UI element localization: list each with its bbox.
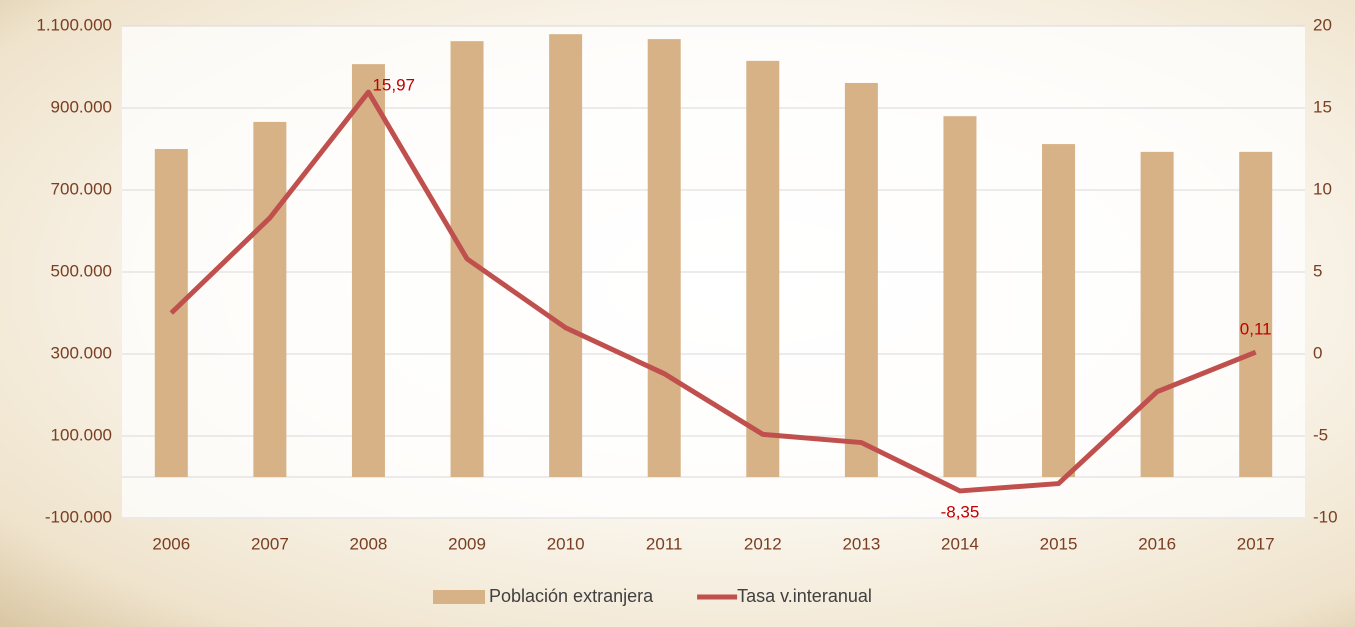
data-label: -8,35	[941, 502, 980, 521]
x-tick-label: 2009	[448, 534, 486, 553]
bar	[943, 116, 977, 477]
y-tick-label: 500.000	[51, 261, 112, 280]
line	[169, 89, 1257, 494]
y2-tick-label: 5	[1313, 261, 1322, 280]
y-tick-label: 1.100.000	[36, 15, 112, 34]
x-tick-label: 2015	[1040, 534, 1078, 553]
y-tick-label: 900.000	[51, 97, 112, 116]
bar	[351, 64, 385, 477]
x-tick-label: 2008	[350, 534, 388, 553]
y2-tick-label: -10	[1313, 507, 1338, 526]
x-tick-label: 2006	[152, 534, 190, 553]
x-tick-label: 2017	[1237, 534, 1275, 553]
y-tick-label: 300.000	[51, 343, 112, 362]
x-tick-label: 2014	[941, 534, 979, 553]
bar	[647, 39, 681, 478]
y2-tick-label: -5	[1313, 425, 1328, 444]
bar	[549, 34, 583, 477]
y2-tick-label: 0	[1313, 343, 1322, 362]
data-label: 0,11	[1240, 320, 1272, 339]
bar	[844, 82, 878, 478]
legend-label: Tasa v.interanual	[737, 586, 872, 606]
y-tick-label: -100.000	[45, 507, 112, 526]
bar	[1042, 144, 1076, 477]
bar	[1239, 151, 1273, 477]
x-tick-label: 2012	[744, 534, 782, 553]
y2-tick-label: 15	[1313, 97, 1332, 116]
legend-label: Población extranjera	[489, 586, 654, 606]
y-tick-label: 700.000	[51, 179, 112, 198]
data-label: 15,97	[372, 76, 415, 95]
bar	[1140, 151, 1174, 477]
x-tick-label: 2016	[1138, 534, 1176, 553]
bar	[746, 60, 780, 477]
y-tick-label: 100.000	[51, 425, 112, 444]
x-tick-label: 2007	[251, 534, 289, 553]
y2-tick-label: 10	[1313, 179, 1332, 198]
legend-swatch	[433, 590, 485, 604]
y2-tick-label: 20	[1313, 15, 1332, 34]
x-tick-label: 2013	[842, 534, 880, 553]
bar	[253, 121, 287, 477]
x-tick-label: 2010	[547, 534, 585, 553]
x-tick-label: 2011	[646, 534, 683, 553]
